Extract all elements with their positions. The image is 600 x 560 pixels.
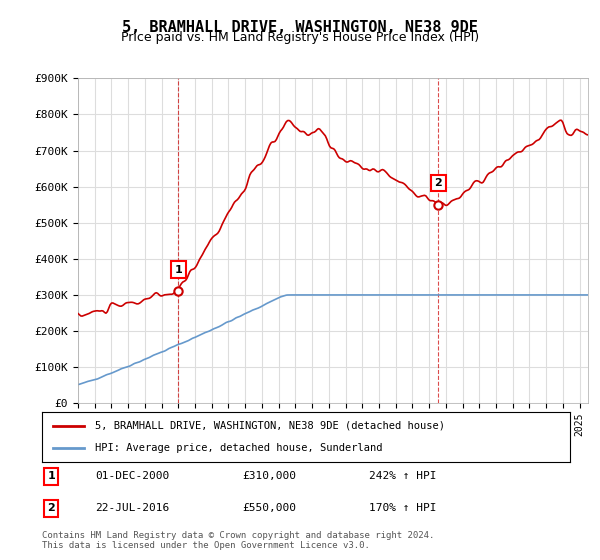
Text: HPI: Average price, detached house, Sunderland: HPI: Average price, detached house, Sund… [95,443,382,453]
Text: £310,000: £310,000 [242,471,296,481]
Text: Contains HM Land Registry data © Crown copyright and database right 2024.
This d: Contains HM Land Registry data © Crown c… [42,531,434,550]
Text: 01-DEC-2000: 01-DEC-2000 [95,471,169,481]
Text: 5, BRAMHALL DRIVE, WASHINGTON, NE38 9DE (detached house): 5, BRAMHALL DRIVE, WASHINGTON, NE38 9DE … [95,421,445,431]
Text: 1: 1 [47,471,55,481]
Text: 2: 2 [47,503,55,514]
Text: 1: 1 [175,265,182,274]
Text: Price paid vs. HM Land Registry's House Price Index (HPI): Price paid vs. HM Land Registry's House … [121,31,479,44]
Text: 5, BRAMHALL DRIVE, WASHINGTON, NE38 9DE: 5, BRAMHALL DRIVE, WASHINGTON, NE38 9DE [122,20,478,35]
Text: £550,000: £550,000 [242,503,296,514]
Text: 2: 2 [434,178,442,188]
Text: 242% ↑ HPI: 242% ↑ HPI [370,471,437,481]
Text: 170% ↑ HPI: 170% ↑ HPI [370,503,437,514]
Text: 22-JUL-2016: 22-JUL-2016 [95,503,169,514]
